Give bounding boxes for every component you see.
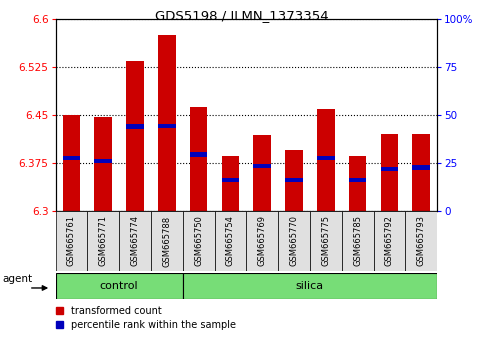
- Bar: [412, 165, 430, 170]
- Bar: [246, 211, 278, 271]
- Bar: [190, 152, 207, 157]
- Legend: transformed count, percentile rank within the sample: transformed count, percentile rank withi…: [56, 306, 236, 330]
- Text: GSM665793: GSM665793: [417, 216, 426, 267]
- Bar: [310, 211, 342, 271]
- Text: GSM665775: GSM665775: [321, 216, 330, 267]
- Text: GSM665750: GSM665750: [194, 216, 203, 266]
- Bar: [317, 155, 335, 160]
- Bar: [56, 211, 87, 271]
- Bar: [151, 211, 183, 271]
- Bar: [126, 61, 144, 211]
- Bar: [381, 134, 398, 211]
- Bar: [126, 124, 144, 129]
- Bar: [190, 107, 207, 211]
- Text: GSM665769: GSM665769: [258, 216, 267, 267]
- Bar: [278, 211, 310, 271]
- Bar: [373, 211, 405, 271]
- Text: GSM665754: GSM665754: [226, 216, 235, 266]
- Bar: [56, 273, 183, 299]
- Text: GSM665774: GSM665774: [130, 216, 140, 267]
- Bar: [158, 124, 176, 128]
- Text: agent: agent: [3, 274, 33, 284]
- Text: GSM665761: GSM665761: [67, 216, 76, 267]
- Bar: [349, 156, 367, 211]
- Bar: [381, 167, 398, 171]
- Bar: [349, 178, 367, 182]
- Bar: [254, 164, 271, 168]
- Text: GSM665788: GSM665788: [162, 216, 171, 267]
- Bar: [317, 109, 335, 211]
- Text: GSM665785: GSM665785: [353, 216, 362, 267]
- Bar: [222, 178, 239, 182]
- Bar: [183, 211, 214, 271]
- Bar: [158, 35, 176, 211]
- Bar: [285, 178, 303, 182]
- Bar: [95, 117, 112, 211]
- Text: GSM665770: GSM665770: [289, 216, 298, 267]
- Bar: [222, 156, 239, 211]
- Bar: [405, 211, 437, 271]
- Text: silica: silica: [296, 281, 324, 291]
- Bar: [254, 136, 271, 211]
- Text: GSM665771: GSM665771: [99, 216, 108, 267]
- Bar: [119, 211, 151, 271]
- Bar: [285, 150, 303, 211]
- Bar: [63, 155, 80, 160]
- Bar: [342, 211, 373, 271]
- Bar: [95, 159, 112, 163]
- Bar: [412, 134, 430, 211]
- Text: GDS5198 / ILMN_1373354: GDS5198 / ILMN_1373354: [155, 9, 328, 22]
- Text: GSM665792: GSM665792: [385, 216, 394, 266]
- Bar: [87, 211, 119, 271]
- Bar: [183, 273, 437, 299]
- Bar: [214, 211, 246, 271]
- Bar: [63, 115, 80, 211]
- Text: control: control: [100, 281, 139, 291]
